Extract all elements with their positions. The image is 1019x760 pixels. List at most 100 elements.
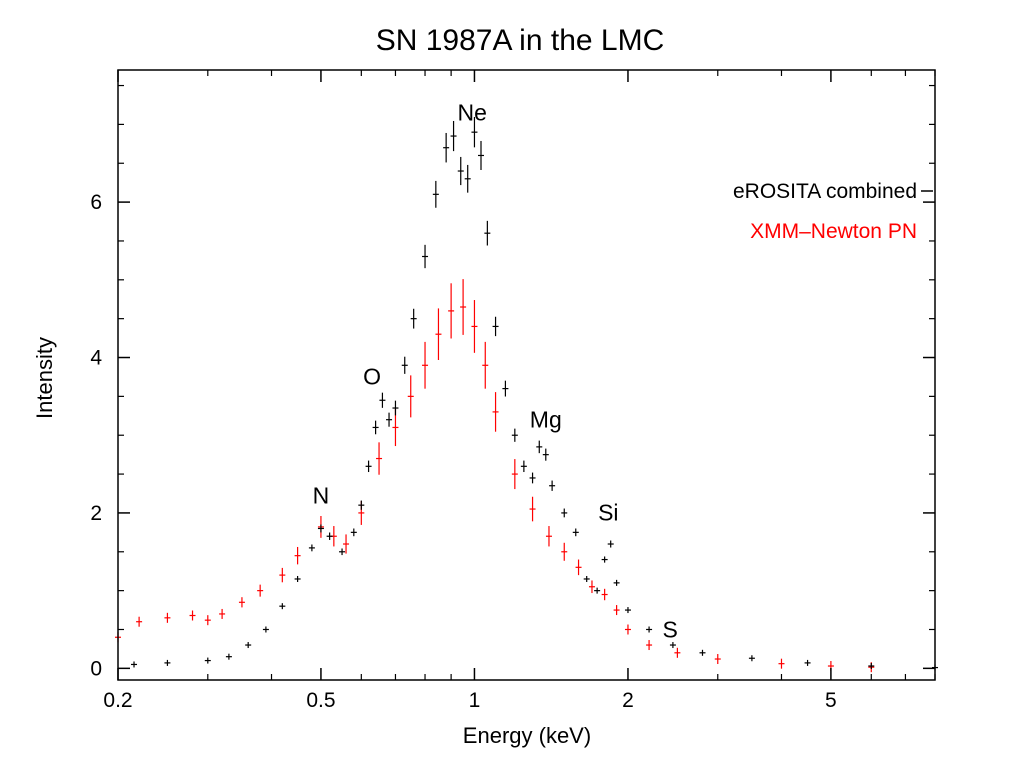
element-annotations: Ne O Mg N Si S (313, 100, 678, 643)
x-tick-label: 2 (622, 689, 634, 712)
data-point (245, 642, 252, 649)
data-point (601, 588, 608, 601)
data-point (542, 448, 549, 461)
data-point (613, 605, 620, 616)
data-layer (115, 116, 938, 673)
data-point (669, 642, 676, 649)
data-point (392, 400, 399, 416)
data-point (131, 661, 138, 668)
data-point (607, 540, 614, 548)
annotation-o: O (363, 364, 381, 390)
data-point (219, 608, 226, 619)
data-point (189, 610, 196, 621)
data-point (561, 542, 568, 561)
data-point (350, 528, 357, 537)
data-point (164, 612, 171, 623)
data-point (714, 654, 721, 665)
data-point (401, 356, 408, 374)
data-point (443, 132, 450, 163)
data-point (613, 579, 620, 586)
data-point (484, 220, 491, 246)
data-point (464, 164, 471, 193)
data-point (204, 657, 211, 664)
data-point (646, 640, 653, 651)
data-point (457, 156, 464, 186)
data-point (477, 140, 484, 170)
x-tick-label: 0.2 (103, 689, 132, 712)
annotation-mg: Mg (530, 406, 562, 432)
data-point (482, 341, 489, 389)
data-point (601, 556, 608, 563)
legend-entry: eROSITA combined (733, 180, 917, 203)
data-point (778, 658, 785, 669)
y-tick-label: 2 (90, 502, 102, 525)
data-point (204, 615, 211, 626)
data-point (804, 659, 811, 666)
data-point (326, 532, 333, 540)
data-point (674, 647, 681, 658)
series-xmm-newton (115, 279, 875, 673)
data-point (432, 180, 439, 208)
data-point (549, 480, 556, 491)
data-point (450, 120, 457, 152)
data-point (624, 624, 631, 635)
data-point (511, 428, 518, 442)
data-point (339, 548, 346, 556)
data-point (529, 496, 536, 522)
data-point (294, 575, 301, 582)
plot-frame (117, 69, 936, 681)
annotation-ne: Ne (458, 100, 487, 126)
data-point (529, 472, 536, 484)
data-point (238, 597, 245, 608)
legend: eROSITA combined XMM–Newton PN (733, 180, 933, 243)
data-point (262, 626, 269, 633)
y-tick-label: 4 (90, 347, 102, 370)
series-erosita (131, 116, 938, 671)
data-point (407, 375, 414, 418)
y-axis-label: Intensity (32, 337, 57, 419)
data-point (594, 587, 601, 594)
data-point (279, 603, 286, 610)
data-point (379, 392, 386, 408)
data-point (536, 440, 543, 454)
data-point (492, 316, 499, 337)
data-point (376, 442, 383, 475)
data-point (502, 380, 509, 397)
data-point (575, 559, 582, 576)
data-point (435, 308, 442, 361)
y-tick-label: 0 (90, 657, 102, 680)
data-point (492, 392, 499, 432)
axis-ticks: 0.2 0.5 1 2 5 0 2 4 6 (90, 70, 936, 712)
data-point (343, 534, 350, 554)
data-point (164, 659, 171, 666)
annotation-s: S (663, 616, 678, 642)
data-point (572, 528, 579, 537)
data-point (624, 607, 631, 614)
x-tick-label: 1 (469, 689, 481, 712)
data-point (365, 460, 372, 473)
data-point (257, 584, 264, 597)
data-point (448, 283, 455, 339)
data-point (317, 524, 324, 533)
x-tick-label: 0.5 (306, 689, 335, 712)
x-tick-label: 5 (825, 689, 837, 712)
data-point (868, 663, 875, 670)
data-point (225, 653, 232, 660)
data-point (471, 116, 478, 148)
y-tick-label: 6 (90, 191, 102, 214)
data-point (561, 508, 568, 518)
data-point (588, 580, 595, 594)
data-point (460, 279, 467, 335)
data-point (294, 546, 301, 565)
data-point (545, 526, 552, 547)
annotation-si: Si (598, 500, 618, 526)
x-axis-label: Energy (keV) (463, 723, 591, 748)
chart-title: SN 1987A in the LMC (376, 24, 665, 57)
data-point (471, 300, 478, 353)
data-point (699, 649, 706, 656)
legend-entry: XMM–Newton PN (750, 220, 917, 243)
data-point (583, 575, 590, 582)
annotation-n: N (313, 483, 330, 509)
data-point (410, 308, 417, 329)
data-point (422, 244, 429, 269)
